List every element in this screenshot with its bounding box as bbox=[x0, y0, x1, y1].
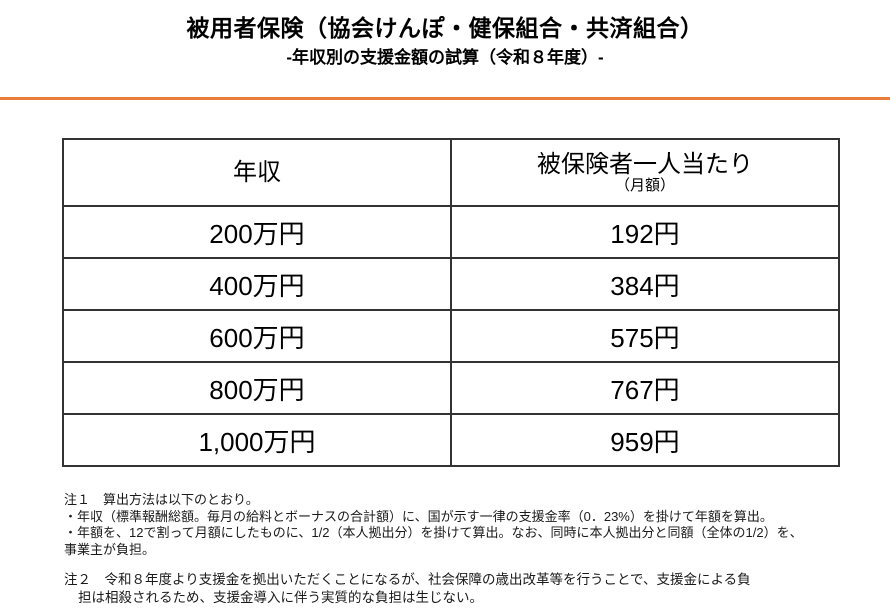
footnote-2-continuation: 担は相殺されるため、支援金導入に伴う実質的な負担は生じない。 bbox=[78, 590, 483, 605]
footnote-2-text: 注２ 令和８年度より支援金を拠出いただくことになるが、社会保障の歳出改革等を行う… bbox=[64, 572, 751, 587]
income-value: 400万円 bbox=[209, 270, 305, 301]
col-header-amount: 被保険者一人当たり （月額） bbox=[450, 138, 840, 207]
table-header-row: 年収 被保険者一人当たり （月額） bbox=[62, 138, 840, 207]
income-cell: 1,000万円 bbox=[62, 413, 452, 467]
page-title: 被用者保険（協会けんぽ・健保組合・共済組合） bbox=[186, 15, 704, 41]
income-value: 200万円 bbox=[209, 218, 305, 249]
income-value: 1,000万円 bbox=[198, 426, 316, 457]
footnote-2: 注２ 令和８年度より支援金を拠出いただくことになるが、社会保障の歳出改革等を行う… bbox=[64, 571, 876, 607]
footnote-1-continuation: 事業主が負担。 bbox=[64, 541, 156, 557]
footnote-1-bullet: ・年収（標準報酬総額。毎月の給料とボーナスの合計額）に、国が示す一律の支援金率（… bbox=[64, 508, 773, 524]
table-row: 600万円 575円 bbox=[62, 309, 840, 363]
income-cell: 400万円 bbox=[62, 257, 452, 311]
accent-divider bbox=[0, 97, 890, 100]
col-header-amount-label: 被保険者一人当たり bbox=[537, 151, 753, 178]
footnotes: 注１ 算出方法は以下のとおり。 ・年収（標準報酬総額。毎月の給料とボーナスの合計… bbox=[64, 492, 876, 607]
page-subtitle: -年収別の支援金額の試算（令和８年度）- bbox=[286, 48, 604, 67]
table-row: 200万円 192円 bbox=[62, 205, 840, 259]
amount-value: 767円 bbox=[610, 374, 680, 405]
col-header-income: 年収 bbox=[62, 138, 452, 207]
support-amount-table: 年収 被保険者一人当たり （月額） 200万円 192円 400万円 384円 bbox=[62, 138, 840, 467]
amount-value: 959円 bbox=[610, 426, 680, 457]
amount-value: 575円 bbox=[610, 322, 680, 353]
footnote-1: 注１ 算出方法は以下のとおり。 ・年収（標準報酬総額。毎月の給料とボーナスの合計… bbox=[64, 492, 876, 558]
col-header-income-label: 年収 bbox=[233, 158, 281, 186]
col-header-amount-sublabel: （月額） bbox=[614, 177, 675, 194]
table-row: 400万円 384円 bbox=[62, 257, 840, 311]
footnote-1-title: 注１ 算出方法は以下のとおり。 bbox=[64, 492, 259, 507]
amount-cell: 384円 bbox=[450, 257, 840, 311]
amount-cell: 959円 bbox=[450, 413, 840, 467]
amount-cell: 767円 bbox=[450, 361, 840, 415]
amount-value: 192円 bbox=[610, 218, 680, 249]
income-value: 800万円 bbox=[209, 374, 305, 405]
footnote-1-bullet: ・年額を、12で割って月額にしたものに、1/2（本人拠出分）を掛けて算出。なお、… bbox=[64, 525, 803, 540]
table-row: 1,000万円 959円 bbox=[62, 413, 840, 467]
income-cell: 800万円 bbox=[62, 361, 452, 415]
income-cell: 200万円 bbox=[62, 205, 452, 259]
income-cell: 600万円 bbox=[62, 309, 452, 363]
document-header: 被用者保険（協会けんぽ・健保組合・共済組合） -年収別の支援金額の試算（令和８年… bbox=[0, 0, 890, 69]
amount-cell: 575円 bbox=[450, 309, 840, 363]
amount-value: 384円 bbox=[610, 270, 680, 301]
amount-cell: 192円 bbox=[450, 205, 840, 259]
table-container: 年収 被保険者一人当たり （月額） 200万円 192円 400万円 384円 bbox=[62, 138, 840, 467]
table-row: 800万円 767円 bbox=[62, 361, 840, 415]
income-value: 600万円 bbox=[209, 322, 305, 353]
